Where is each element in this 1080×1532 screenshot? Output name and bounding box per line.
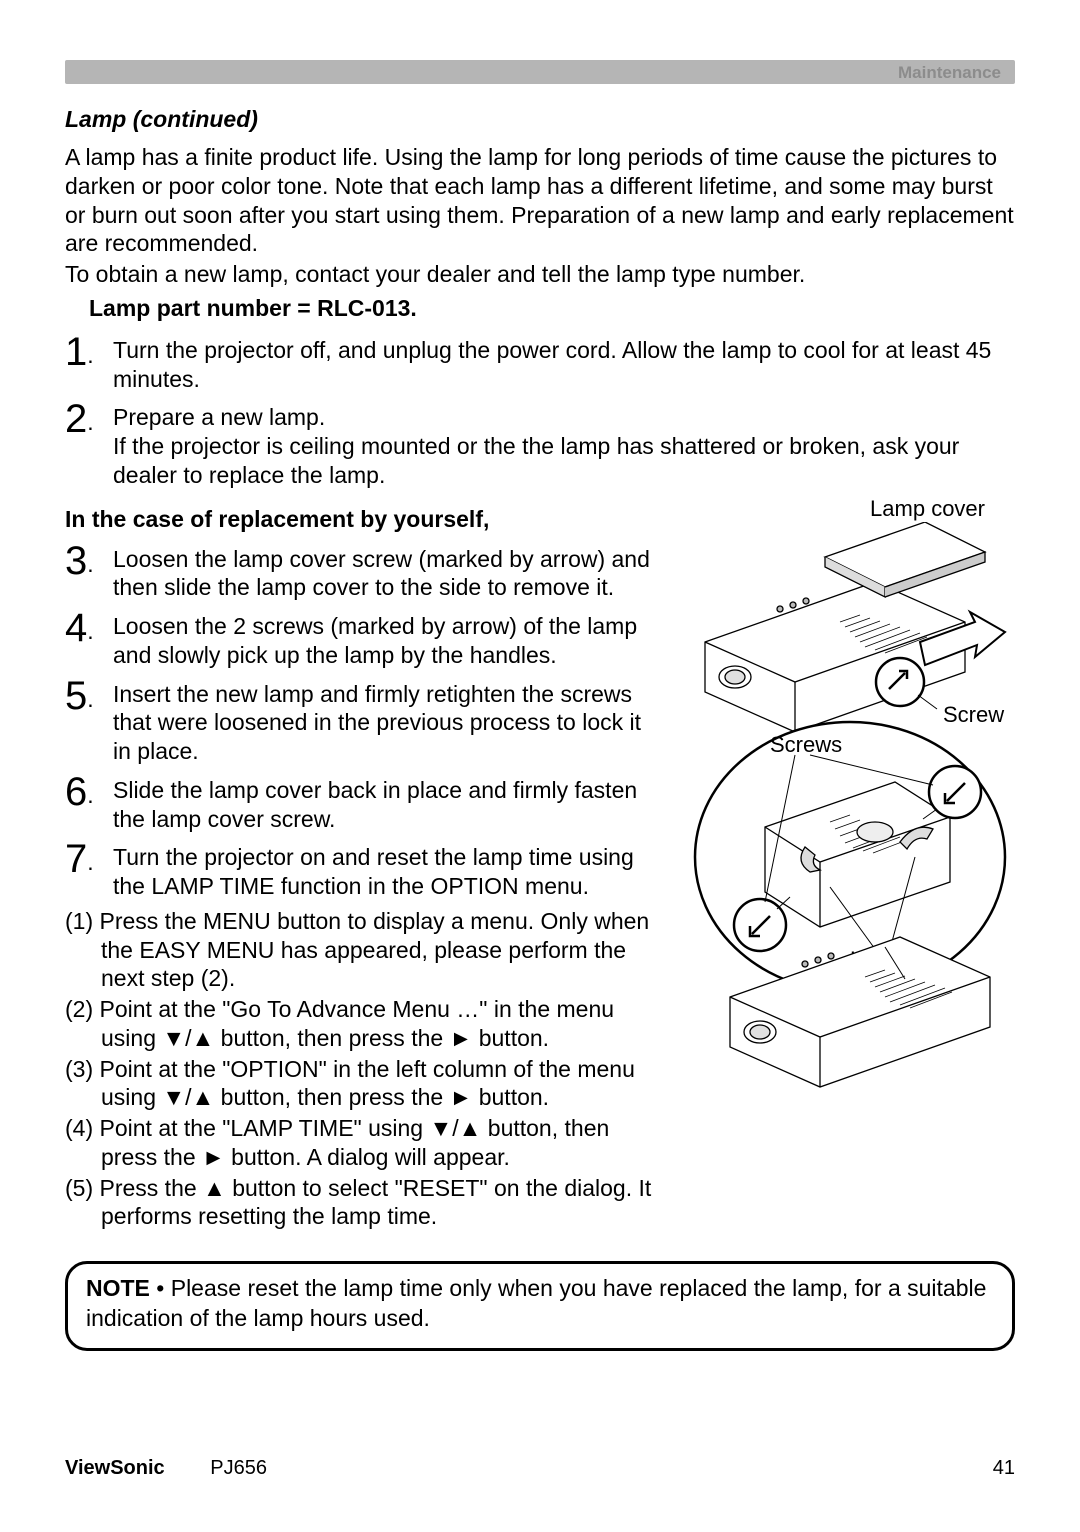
section-title: Lamp (continued) — [65, 106, 1015, 133]
step-number: 6. — [65, 772, 113, 812]
self-replace-heading: In the case of replacement by yourself, — [65, 506, 657, 533]
step-3: 3. Loosen the lamp cover screw (marked b… — [65, 541, 657, 603]
step-5: 5. Insert the new lamp and firmly retigh… — [65, 676, 657, 766]
part-number: Lamp part number = RLC-013. — [89, 295, 1015, 322]
right-column: Lamp cover — [675, 496, 1015, 1234]
substep-1: (1) Press the MENU button to display a m… — [65, 907, 657, 993]
header-label: Maintenance — [898, 63, 1001, 83]
step-text: Insert the new lamp and firmly retighten… — [113, 676, 657, 766]
step-6: 6. Slide the lamp cover back in place an… — [65, 772, 657, 834]
projector-diagram: Screw Screws — [675, 522, 1015, 1112]
substep-4: (4) Point at the "LAMP TIME" using ▼/▲ b… — [65, 1114, 657, 1172]
step-text: Loosen the lamp cover screw (marked by a… — [113, 541, 657, 603]
step-1: 1. Turn the projector off, and unplug th… — [65, 332, 1015, 394]
step-4: 4. Loosen the 2 screws (marked by arrow)… — [65, 608, 657, 670]
steps-area: 1. Turn the projector off, and unplug th… — [65, 332, 1015, 1233]
step-number: 7. — [65, 839, 113, 879]
step-text: Turn the projector off, and unplug the p… — [113, 332, 1015, 394]
step2-line-a: Prepare a new lamp. — [113, 404, 325, 430]
header-bar: Maintenance — [65, 60, 1015, 84]
step-7: 7. Turn the projector on and reset the l… — [65, 839, 657, 901]
left-column: In the case of replacement by yourself, … — [65, 496, 657, 1234]
step-2: 2. Prepare a new lamp. If the projector … — [65, 399, 1015, 489]
intro-paragraph: A lamp has a finite product life. Using … — [65, 143, 1015, 258]
label-screws-text: Screws — [770, 732, 842, 757]
note-label: NOTE — [86, 1275, 150, 1301]
footer: ViewSonic PJ656 41 — [65, 1457, 1015, 1480]
sub-steps: (1) Press the MENU button to display a m… — [65, 907, 657, 1231]
two-column-area: In the case of replacement by yourself, … — [65, 496, 1015, 1234]
step-number: 3. — [65, 541, 113, 581]
label-screw-text: Screw — [943, 702, 1004, 727]
step-number: 1. — [65, 332, 113, 372]
step-number: 2. — [65, 399, 113, 439]
label-lamp-cover: Lamp cover — [675, 496, 1015, 522]
step-text: Loosen the 2 screws (marked by arrow) of… — [113, 608, 657, 670]
step-text: Turn the projector on and reset the lamp… — [113, 839, 657, 901]
footer-page: 41 — [993, 1457, 1015, 1480]
footer-brand: ViewSonic — [65, 1457, 165, 1479]
step-number: 4. — [65, 608, 113, 648]
step-number: 5. — [65, 676, 113, 716]
substep-3: (3) Point at the "OPTION" in the left co… — [65, 1055, 657, 1113]
note-text: • Please reset the lamp time only when y… — [86, 1275, 986, 1331]
substep-5: (5) Press the ▲ button to select "RESET"… — [65, 1174, 657, 1232]
footer-model: PJ656 — [210, 1457, 267, 1479]
obtain-paragraph: To obtain a new lamp, contact your deale… — [65, 260, 1015, 289]
note-box: NOTE • Please reset the lamp time only w… — [65, 1261, 1015, 1351]
step2-line-b: If the projector is ceiling mounted or t… — [113, 433, 959, 488]
step-text: Prepare a new lamp. If the projector is … — [113, 399, 1015, 489]
page: Maintenance Lamp (continued) A lamp has … — [0, 0, 1080, 1532]
step-text: Slide the lamp cover back in place and f… — [113, 772, 657, 834]
substep-2: (2) Point at the "Go To Advance Menu …" … — [65, 995, 657, 1053]
